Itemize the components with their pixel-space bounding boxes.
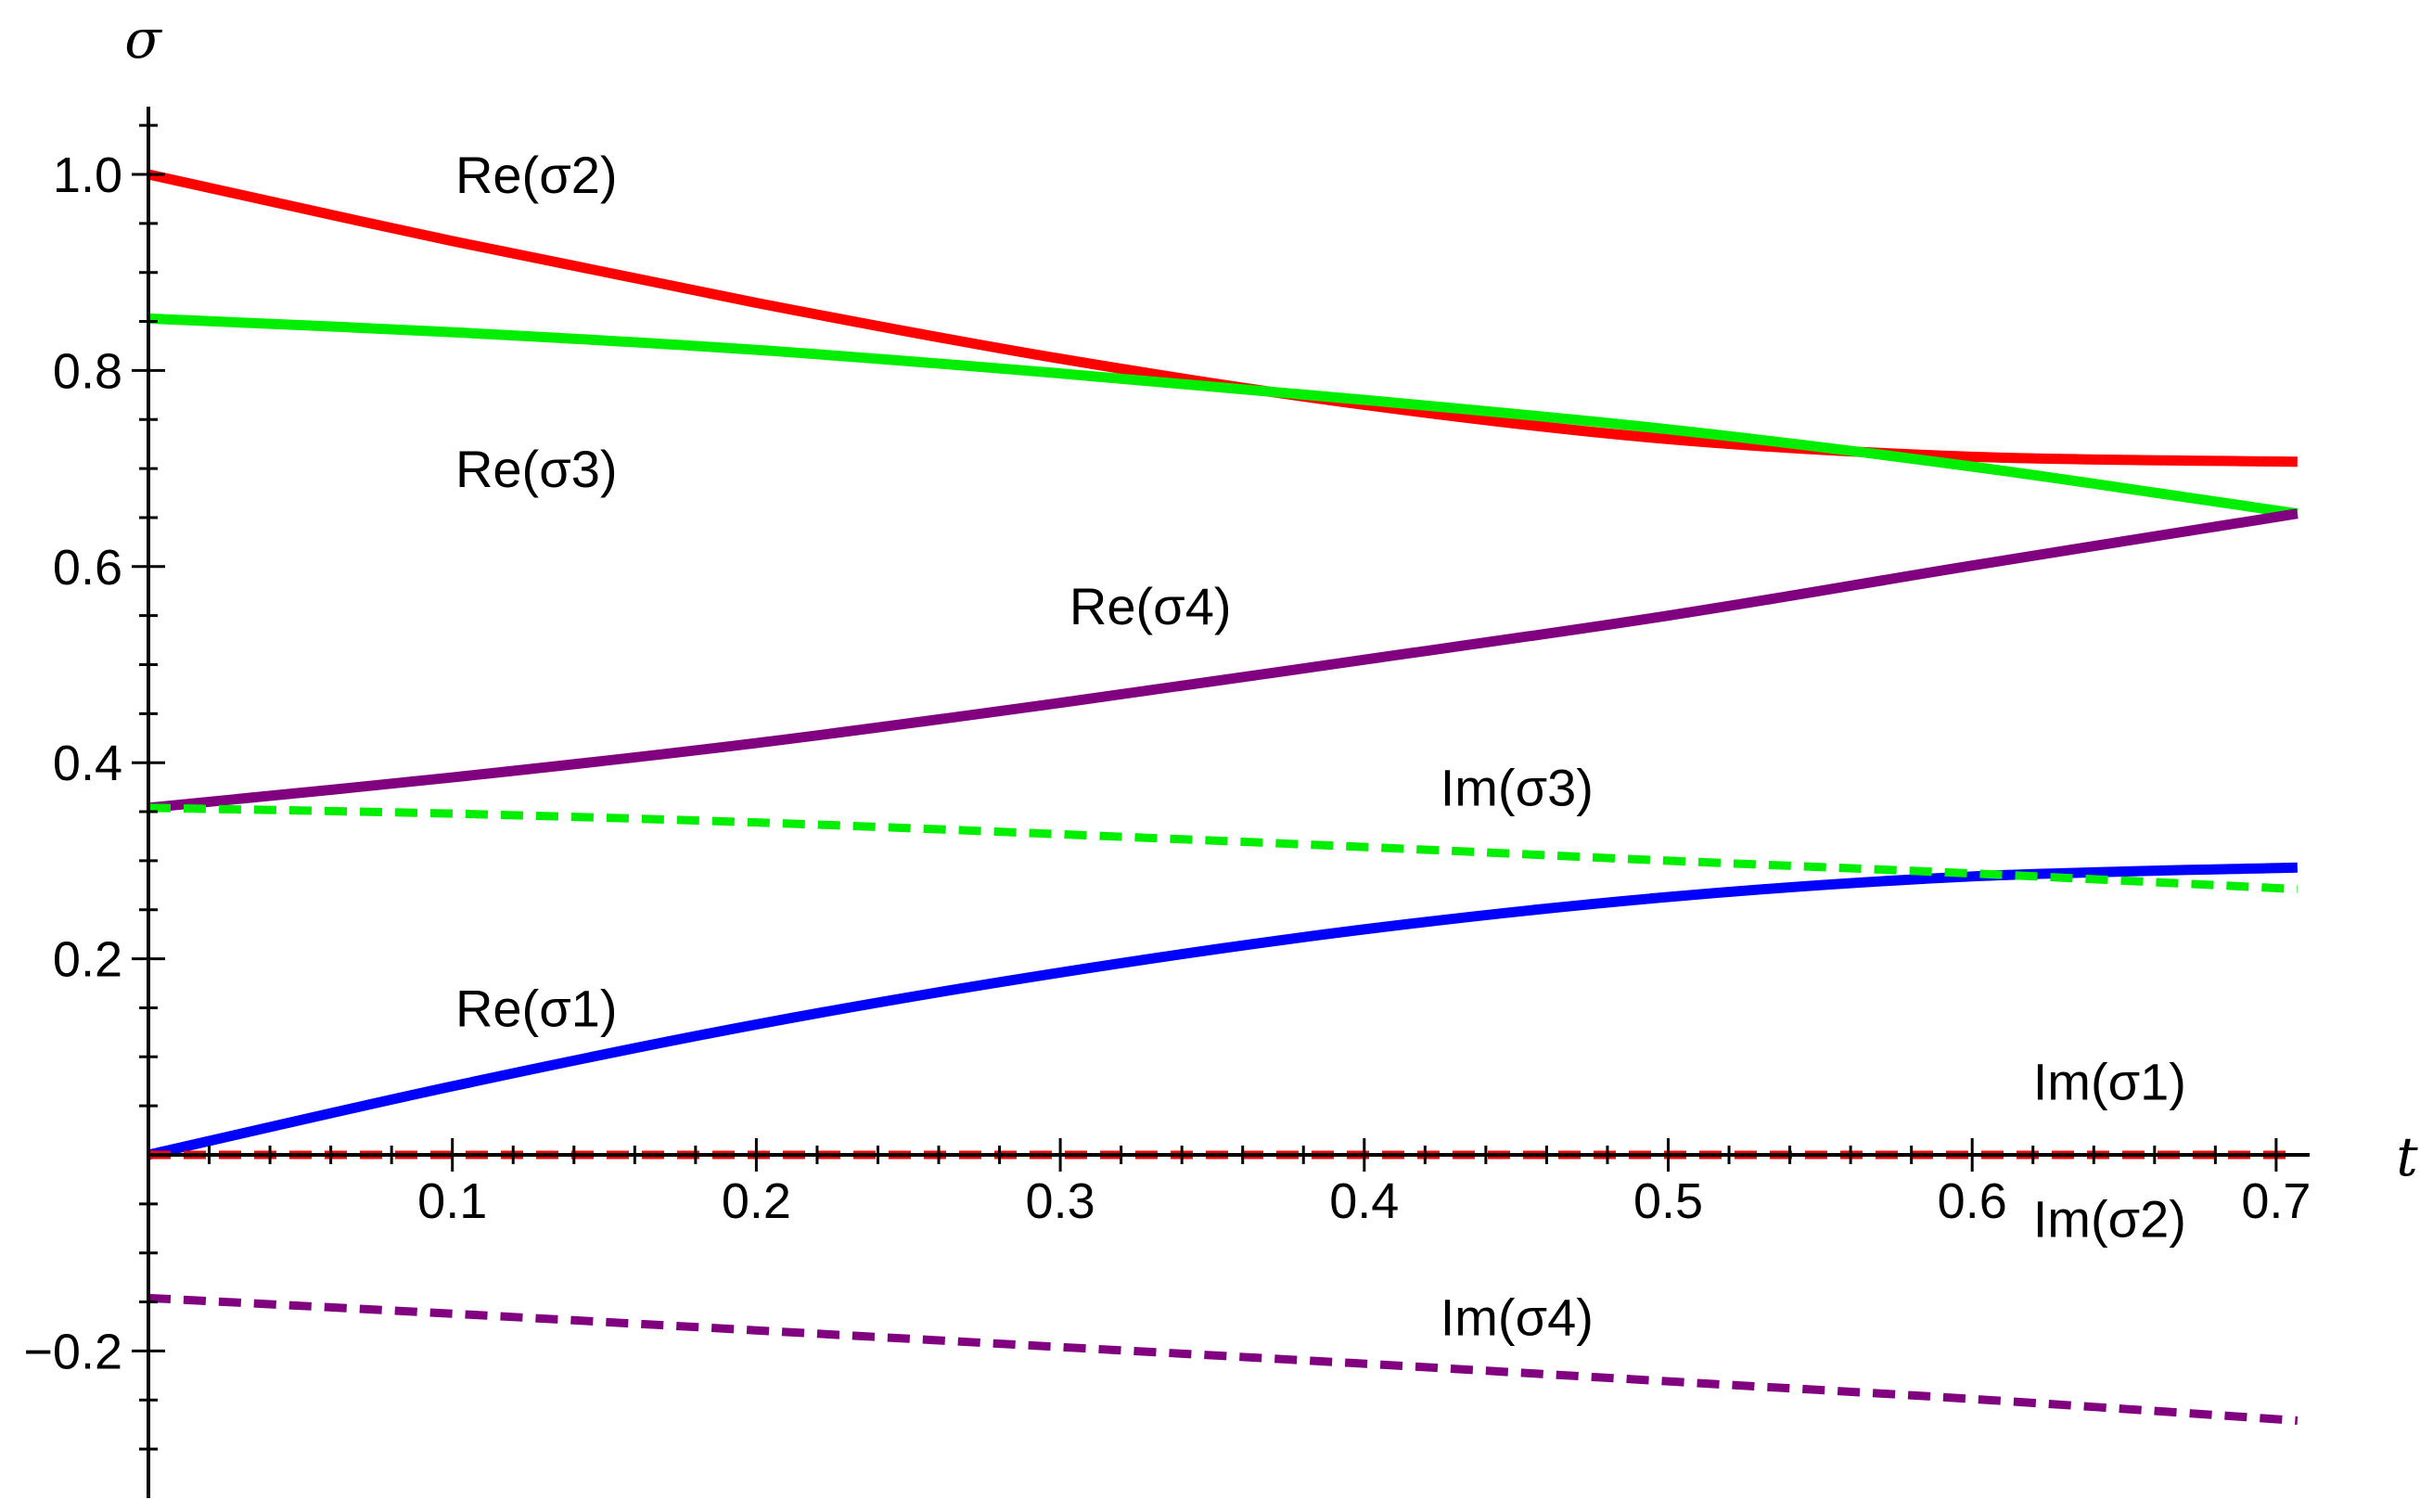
series-line-re-sigma3 (147, 313, 2299, 519)
x-tick-label: 0.1 (417, 1173, 487, 1229)
series-line-re-sigma1 (147, 862, 2298, 1160)
x-tick-label: 0.7 (2241, 1173, 2311, 1229)
series-label-im-sigma1: Im(σ1) (2033, 1053, 2186, 1111)
x-tick-label: 0.3 (1026, 1173, 1095, 1229)
y-tick-label: 1.0 (53, 147, 122, 203)
y-tick-label: 0.4 (53, 736, 122, 791)
series-line-re-sigma2 (147, 169, 2298, 468)
series-label-im-sigma4: Im(σ4) (1441, 1288, 1594, 1346)
series-line-im-sigma4 (147, 1293, 2299, 1425)
series-label-im-sigma2: Im(σ2) (2033, 1190, 2186, 1249)
y-tick-label: 0.8 (53, 343, 122, 399)
y-tick-label: −0.2 (23, 1324, 122, 1379)
y-axis-title: σ (124, 7, 162, 70)
x-tick-label: 0.5 (1633, 1173, 1703, 1229)
label-layer: 0.1 0.2 0.3 0.4 0.5 0.6 0.7 −0.2 0.2 0.4 0.6 0.8 1.0… (23, 7, 2418, 1379)
series-label-re-sigma2: Re(σ2) (455, 146, 618, 204)
series-label-re-sigma1: Re(σ1) (455, 979, 618, 1037)
series-line-re-sigma4 (147, 508, 2299, 814)
series-layer (147, 169, 2299, 1425)
series-label-re-sigma3: Re(σ3) (455, 440, 618, 498)
series-label-re-sigma4: Re(σ4) (1069, 577, 1232, 635)
x-tick-label: 0.6 (1938, 1173, 2007, 1229)
x-axis-title: t (2396, 1125, 2418, 1188)
axes-layer (132, 107, 2310, 1498)
y-tick-label: 0.2 (53, 932, 122, 988)
series-line-im-sigma3 (147, 803, 2299, 894)
x-tick-label: 0.2 (722, 1173, 791, 1229)
y-tick-label: 0.6 (53, 540, 122, 596)
series-label-im-sigma3: Im(σ3) (1441, 759, 1594, 817)
x-tick-label: 0.4 (1329, 1173, 1399, 1229)
